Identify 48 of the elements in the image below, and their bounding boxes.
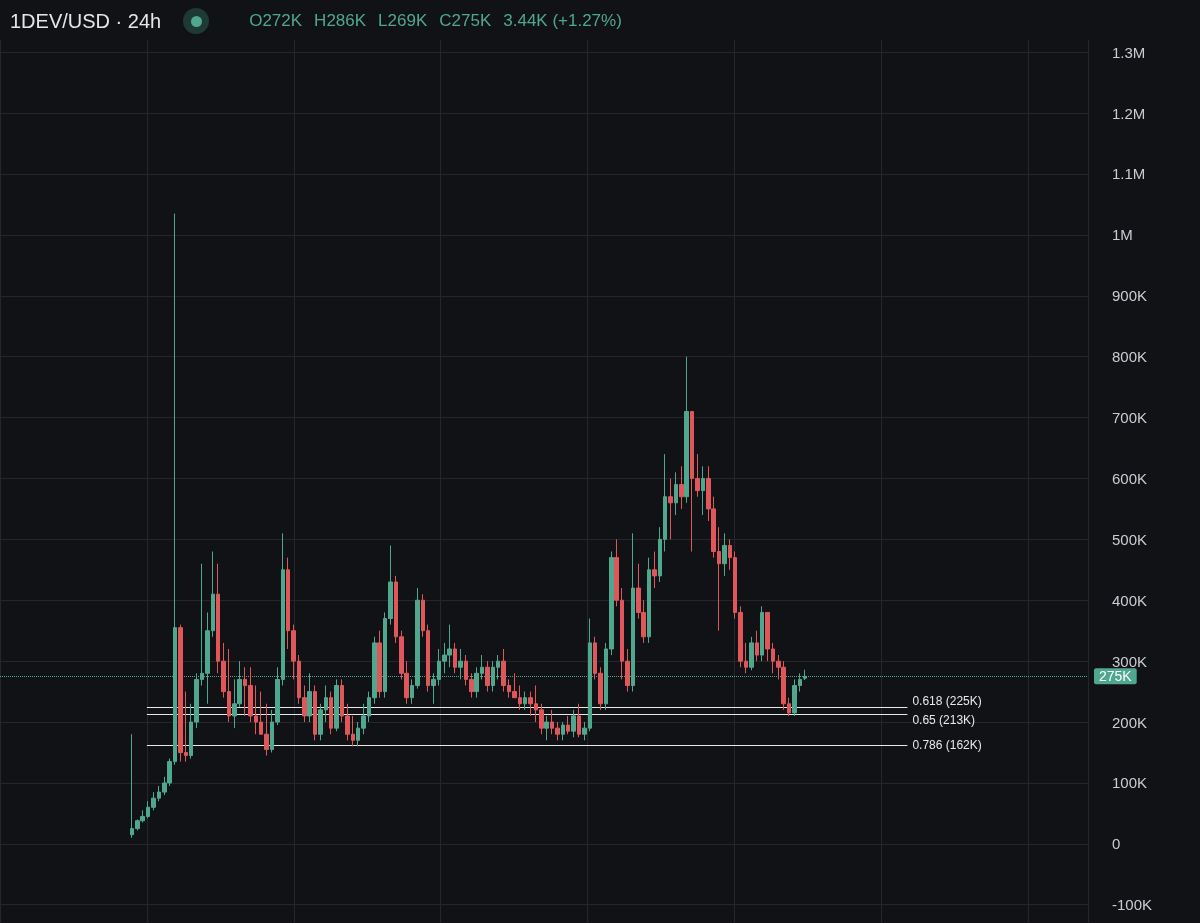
candlestick [749, 636, 754, 671]
y-tick-label: 0 [1112, 835, 1121, 853]
text: L269K [378, 11, 428, 31]
candlestick [679, 465, 684, 510]
text: C275K [439, 11, 492, 31]
candlestick [485, 660, 490, 693]
y-tick-label: 1M [1112, 226, 1133, 244]
text: 3.44K (+1.27%) [503, 11, 622, 31]
candlestick [668, 477, 673, 540]
y-tick-label: 300K [1112, 652, 1148, 670]
candlestick [377, 630, 382, 699]
chart-title: 1DEV/USD · 24h [10, 9, 162, 33]
candlestick [571, 709, 576, 738]
candlestick [760, 605, 764, 662]
candlestick [566, 715, 570, 735]
candlestick [652, 551, 657, 589]
ref-line-label: 0.65 (213K) [912, 713, 976, 728]
ref-line-label: 0.618 (225K) [912, 693, 982, 708]
y-tick-label: 800K [1112, 348, 1148, 366]
y-tick-label: 1.1M [1112, 165, 1146, 183]
ref-line-label: 0.786 (162K) [912, 738, 982, 753]
candlestick [701, 465, 705, 516]
y-tick-label: 400K [1112, 591, 1148, 609]
candlestick [334, 678, 339, 732]
text: H286K [314, 11, 367, 31]
candlestick [674, 471, 678, 516]
y-tick-label: 500K [1112, 530, 1148, 548]
candlestick [329, 691, 333, 735]
y-tick-label: 1.3M [1112, 43, 1146, 61]
y-tick-label: 100K [1112, 774, 1148, 792]
candlestick [453, 642, 457, 674]
candlestick [755, 630, 759, 662]
y-tick-label: 700K [1112, 409, 1148, 427]
y-tick-label: 900K [1112, 287, 1148, 305]
text: O272K [249, 11, 303, 31]
y-tick-label: 600K [1112, 469, 1148, 487]
y-tick-label: 200K [1112, 713, 1148, 731]
candlestick [561, 721, 565, 741]
candlestick [647, 557, 651, 644]
y-tick-label: 1.2M [1112, 104, 1146, 122]
candlestick [722, 532, 727, 577]
y-tick-label: -100K [1112, 896, 1153, 914]
candlestick [684, 356, 689, 504]
candlestick [577, 703, 581, 738]
ref-line-label: 275K [1099, 668, 1133, 685]
candlestick [544, 715, 549, 741]
candlestick [523, 691, 527, 711]
candlestick [313, 685, 317, 741]
